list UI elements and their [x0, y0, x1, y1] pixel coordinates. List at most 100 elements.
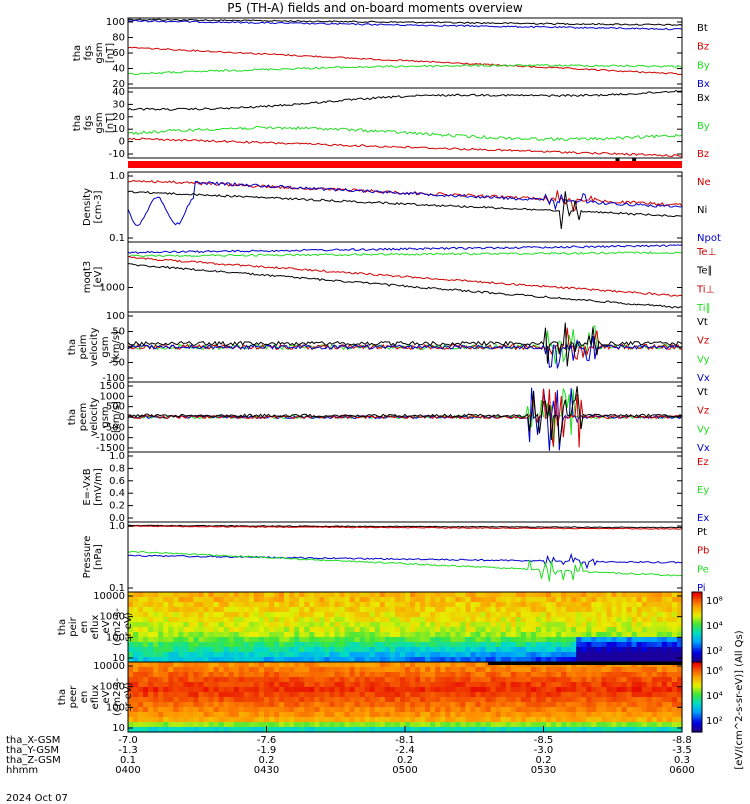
legend-by: By	[697, 121, 710, 132]
series-by	[127, 125, 683, 142]
quality-flag-bar	[128, 161, 682, 168]
y-tick-label: 1000	[100, 682, 125, 693]
panel-1: 100 80 60 40 20 tha fgs gsm [nT] Bt Bz By Bx	[72, 17, 710, 90]
y-tick-label: -100	[102, 373, 125, 384]
panel-9: 10000 1000 100 10 tha peir en eflux eV (cm2-s-sr-…	[57, 591, 683, 664]
y-tick-label: 0.1	[109, 233, 125, 244]
x-row-label: tha_X-GSM	[6, 735, 60, 746]
series-ti-para	[127, 251, 683, 258]
series-pb	[127, 525, 683, 530]
legend-pb: Pb	[697, 546, 709, 557]
x-tick-label: 0.2	[536, 755, 552, 766]
y-tick-label: 1000	[100, 612, 125, 623]
series-ti-perp	[127, 255, 683, 297]
x-tick-label: 0.2	[397, 755, 413, 766]
y-tick-label: 1000	[100, 391, 125, 402]
y-tick-label: 40	[112, 64, 125, 75]
legend-vt: Vt	[697, 387, 708, 398]
legend-vx: Vx	[697, 443, 710, 454]
legend-bz: Bz	[697, 149, 709, 160]
y-tick-label: 100	[106, 702, 125, 713]
colorbar-tick: 10⁴	[706, 621, 723, 632]
series-vz	[127, 327, 683, 361]
legend-vz: Vz	[697, 336, 709, 347]
y-tick-label: 0.1	[109, 583, 125, 594]
series-by	[127, 63, 683, 76]
y-axis-label: (cm2-s-	[112, 678, 123, 716]
legend-ne: Ne	[697, 177, 711, 188]
y-tick-label: -500	[102, 422, 125, 433]
colorbar-tick: 10²	[706, 646, 723, 657]
series-pe	[127, 550, 683, 582]
x-row-label: tha_Y-GSM	[6, 745, 59, 756]
x-tick-label: -7.0	[118, 735, 138, 746]
x-tick-label: -3.0	[534, 745, 554, 756]
y-axis-label: [mV/m]	[93, 468, 104, 506]
y-tick-label: -10	[109, 149, 125, 160]
colorbar-label: [eV/(cm^2-s-sr-eV)] (All Qs)	[734, 630, 745, 769]
x-tick-label: -8.1	[395, 735, 415, 746]
x-tick-label: 0.1	[120, 755, 136, 766]
x-tick-label: 0400	[115, 765, 140, 776]
x-tick-label: -7.6	[257, 735, 277, 746]
y-axis-label: sr-eV)	[123, 612, 134, 641]
y-tick-label: 10	[112, 723, 125, 734]
y-axis-label: [cm-3]	[93, 190, 104, 223]
panel-frame	[127, 17, 683, 89]
legend-pi: Pi	[697, 583, 706, 594]
y-axis-label: tha	[72, 45, 83, 61]
y-tick-label: 50	[112, 327, 125, 338]
series-te-para	[127, 244, 683, 254]
y-axis-label: sr-eV)	[123, 682, 134, 711]
x-tick-label: 0430	[254, 765, 279, 776]
colorbar-lower	[691, 661, 703, 733]
y-tick-label: 1.0	[109, 171, 125, 182]
y-tick-label: 10	[112, 653, 125, 664]
series-pi	[127, 552, 683, 570]
y-tick-label: 20	[112, 79, 125, 90]
y-axis-label: peim	[78, 334, 89, 359]
series-te-perp	[127, 263, 683, 309]
panel-8: 1.0 0.1 Pressure [nPa] Pt Pb Pe Pi	[82, 521, 709, 594]
y-axis-label: (cm2-s-	[112, 608, 123, 646]
y-tick-label: 100	[106, 632, 125, 643]
y-axis-label: gsm	[100, 336, 111, 357]
series-vx	[128, 336, 683, 369]
legend-vy: Vy	[697, 354, 710, 365]
y-axis-label: velocity	[89, 327, 100, 366]
panel-frame	[127, 87, 683, 159]
y-axis-label: fgs	[83, 45, 94, 60]
y-axis-label: Pressure	[82, 536, 93, 579]
y-axis-label: gsm	[100, 406, 111, 427]
colorbar-tick: 10²	[706, 716, 723, 727]
y-axis-label: gsm	[94, 42, 105, 63]
y-tick-label: 20	[112, 112, 125, 123]
legend-ez: Ez	[697, 457, 709, 468]
y-axis-label: eflux	[90, 685, 101, 710]
y-tick-label: 1.0	[109, 521, 125, 532]
y-axis-label: tha	[57, 689, 68, 705]
y-tick-label: 100	[106, 17, 125, 28]
legend-vt: Vt	[697, 317, 708, 328]
y-tick-label: 0.2	[109, 501, 125, 512]
x-tick-label: -2.4	[395, 745, 415, 756]
y-tick-label: 0	[119, 137, 125, 148]
y-tick-label: 10	[112, 124, 125, 135]
legend-vx: Vx	[697, 373, 710, 384]
y-axis-label: tha	[72, 115, 83, 131]
y-axis-label: peer	[68, 685, 79, 709]
x-row-label: tha_Z-GSM	[6, 755, 61, 766]
y-tick-label: -1000	[96, 433, 125, 444]
legend-ey: Ey	[697, 485, 709, 496]
y-tick-label: -1500	[96, 443, 125, 454]
series-vz	[127, 388, 683, 448]
legend-bx: Bx	[697, 79, 710, 90]
y-tick-label: 10000	[93, 661, 125, 672]
series-vt	[127, 386, 683, 444]
series-pt	[127, 524, 683, 529]
legend-pe: Pe	[697, 564, 709, 575]
x-tick-label: -8.5	[534, 735, 554, 746]
